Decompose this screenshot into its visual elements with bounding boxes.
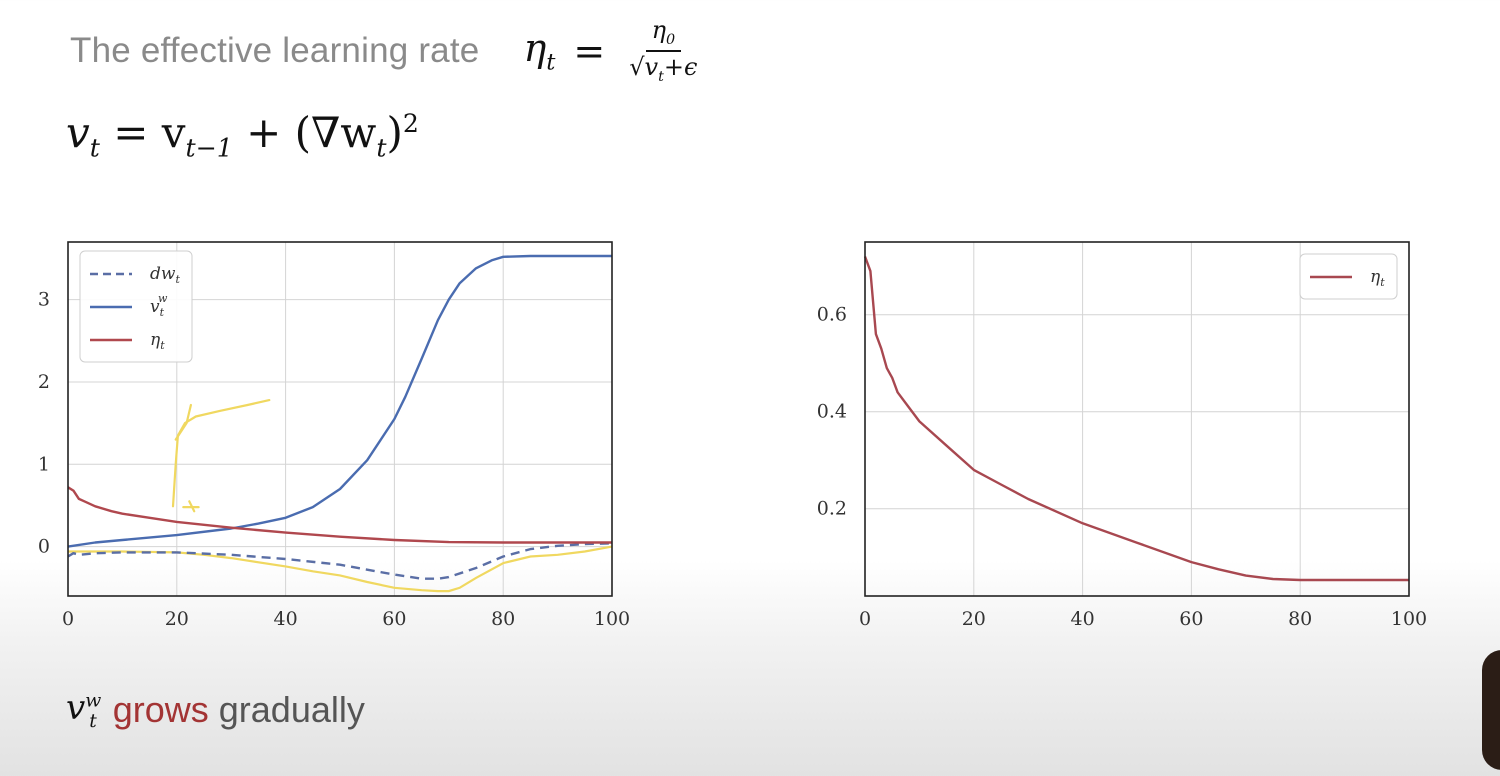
x-tick-label: 80: [491, 608, 515, 630]
series-line-eta_t: [67, 486, 612, 544]
x-tick-label: 0: [859, 608, 871, 630]
plot-frame: [864, 241, 1410, 597]
learning-rate-equation: ηt = η0 √vt+ϵ: [523, 18, 697, 83]
x-tick-label: 20: [962, 608, 986, 630]
x-tick-label: 40: [1071, 608, 1095, 630]
eq1-lhs: ηt: [523, 26, 556, 76]
eq1-numerator: η0: [645, 18, 682, 52]
legend-label: dwt: [150, 264, 180, 286]
x-tick-label: 40: [274, 608, 298, 630]
eq1-equals: =: [573, 29, 606, 73]
y-tick-label: 0.4: [817, 401, 847, 423]
bottom-caption: vwt grows gradually: [66, 685, 365, 735]
x-tick-label: 100: [594, 608, 630, 630]
legend-box: [79, 250, 193, 363]
heading-label: The effective learning rate: [70, 31, 480, 70]
x-tick-label: 60: [382, 608, 406, 630]
caption-gradually: gradually: [218, 689, 365, 730]
y-tick-label: 2: [38, 371, 50, 393]
series-line-v_t^w: [67, 254, 612, 548]
eq1-denominator: √vt+ϵ: [629, 52, 698, 85]
y-tick-label: 1: [38, 453, 50, 475]
y-tick-label: 0: [38, 536, 50, 558]
caption-variable: vwt: [66, 688, 102, 732]
y-tick-label: 3: [38, 289, 50, 311]
accumulated-gradient-equation: vt = vt−1 + (∇wt)2: [66, 108, 419, 163]
x-tick-label: 20: [165, 608, 189, 630]
eq1-fraction: η0 √vt+ϵ: [629, 18, 697, 83]
x-tick-label: 100: [1391, 608, 1427, 630]
annotation-handwritten-curve: [171, 399, 271, 508]
x-tick-label: 0: [62, 608, 74, 630]
series-line-eta_t: [863, 256, 1409, 582]
presenter-video-edge: [1482, 650, 1500, 770]
x-tick-label: 60: [1179, 608, 1203, 630]
series-line-dw_t: [67, 542, 613, 580]
annotation-handwritten-tick: [174, 403, 192, 441]
y-tick-label: 0.6: [817, 304, 847, 326]
y-tick-label: 0.2: [817, 498, 847, 520]
legend-label: vtw: [150, 292, 168, 319]
x-tick-label: 80: [1288, 608, 1312, 630]
caption-grows: grows: [112, 689, 209, 730]
annotation-gradient-trace: [68, 545, 613, 593]
plot-frame: [67, 241, 613, 597]
slide-heading: The effective learning rate ηt = η0 √vt+…: [70, 18, 697, 83]
